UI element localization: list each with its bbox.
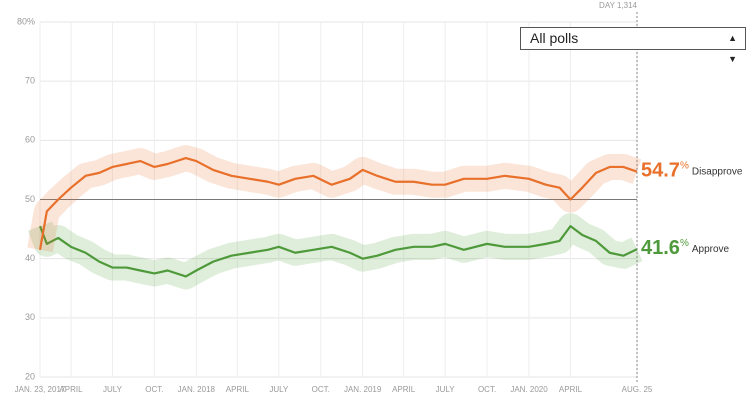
- y-tick-label: 40: [25, 253, 35, 263]
- end-label: 54.7%Disapprove: [641, 160, 743, 182]
- end-unit: %: [680, 160, 689, 171]
- x-tick-label: AUG. 25: [622, 385, 653, 394]
- day-label: DAY 1,314: [599, 1, 638, 10]
- x-tick-label: JULY: [269, 385, 289, 394]
- y-tick-label: 30: [25, 312, 35, 322]
- x-tick-label: OCT.: [312, 385, 330, 394]
- end-value: 41.6: [641, 237, 680, 259]
- end-unit: %: [680, 238, 689, 249]
- x-tick-label: JAN. 2020: [510, 385, 548, 394]
- series-name: Disapprove: [692, 166, 743, 177]
- y-tick-label: 20: [25, 371, 35, 381]
- x-tick-label: APRIL: [59, 385, 83, 394]
- x-tick-label: APRIL: [392, 385, 416, 394]
- y-tick-label: 50: [25, 194, 35, 204]
- x-tick-label: JAN. 23, 2017: [15, 385, 66, 394]
- dropdown-label: All polls: [530, 30, 579, 46]
- x-tick-label: JAN. 2018: [178, 385, 216, 394]
- average-line: [38, 156, 638, 250]
- end-value: 54.7: [641, 160, 680, 182]
- x-tick-label: APRIL: [226, 385, 250, 394]
- dropdown-arrow: ▲ ▼: [728, 33, 737, 64]
- y-tick-label: 70: [25, 76, 35, 86]
- y-tick-label: 60: [25, 135, 35, 145]
- x-tick-label: APRIL: [559, 385, 583, 394]
- x-tick-label: JULY: [103, 385, 123, 394]
- series-name: Approve: [692, 244, 730, 255]
- x-tick-label: JAN. 2019: [344, 385, 382, 394]
- x-tick-label: OCT.: [145, 385, 163, 394]
- poll-dropdown[interactable]: All polls ▲ ▼: [520, 27, 746, 64]
- average-line: [38, 225, 638, 278]
- y-tick-label: 80%: [17, 16, 35, 26]
- x-tick-label: OCT.: [478, 385, 496, 394]
- end-label: 41.6%Approve: [641, 237, 730, 259]
- x-tick-label: JULY: [436, 385, 456, 394]
